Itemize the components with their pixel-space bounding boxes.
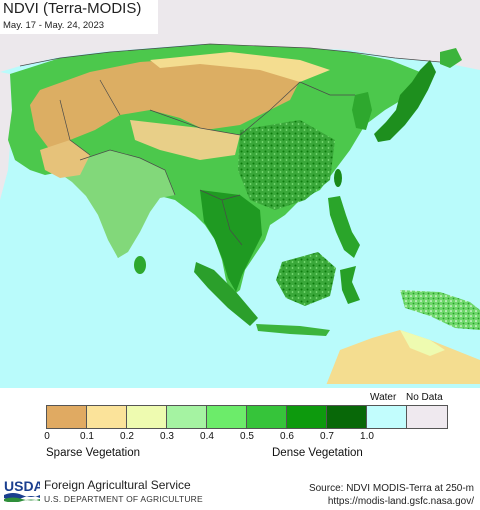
northern-australia [325,330,480,388]
taiwan [334,169,342,187]
legend-no-data-label: No Data [406,392,443,403]
korea [352,92,372,130]
legend-swatch [47,406,87,428]
sulawesi [340,266,360,304]
legend-tick: 0.1 [80,431,94,442]
legend-swatch [407,406,447,428]
legend-swatch [327,406,367,428]
map-bottom-edge [0,384,480,388]
legend-color-bar [46,405,448,429]
agency-name: Foreign Agricultural Service [44,478,191,492]
legend-swatch [287,406,327,428]
usda-logo-text: USDA [4,478,40,494]
sparse-vegetation-label: Sparse Vegetation [46,447,140,459]
india-dry-northwest [40,140,90,178]
legend-swatch [367,406,407,428]
dense-vegetation-label: Dense Vegetation [272,447,363,459]
no-data-west [0,72,12,200]
title-box: NDVI (Terra-MODIS) May. 17 - May. 24, 20… [0,0,158,34]
borneo [276,252,336,306]
arid-central-asia [30,58,300,150]
legend-swatch [87,406,127,428]
indian-subcontinent [55,150,175,258]
ndvi-map [0,0,480,388]
source-line: Source: NDVI MODIS-Terra at 250-m [308,483,474,494]
date-range: May. 17 - May. 24, 2023 [3,20,105,31]
department-name: U.S. DEPARTMENT OF AGRICULTURE [44,494,203,504]
sri-lanka [134,256,146,274]
legend-tick: 0 [44,431,50,442]
hokkaido [440,48,462,68]
map-title: NDVI (Terra-MODIS) [3,0,142,17]
japan [374,60,436,142]
philippines [328,196,360,258]
java [256,324,330,336]
legend: Water No Data 0 0.1 0.2 0.3 0.4 0.5 0.6 … [0,388,480,468]
usda-logo: USDA [4,478,40,502]
steppe-band [150,52,330,82]
map-canvas [0,0,480,388]
legend-swatch [207,406,247,428]
legend-tick: 0.3 [160,431,174,442]
legend-swatch [167,406,207,428]
indochina [200,190,262,292]
footer: USDA Foreign Agricultural Service U.S. D… [0,470,480,510]
legend-swatch [247,406,287,428]
legend-tick: 0.4 [200,431,214,442]
sumatra [194,262,258,326]
south-china-forest [238,120,335,210]
source-url: https://modis-land.gsfc.nasa.gov/ [327,496,474,507]
legend-tick: 0.6 [280,431,294,442]
legend-swatch [127,406,167,428]
legend-tick: 1.0 [360,431,374,442]
country-borders [19,43,441,246]
legend-water-label: Water [370,392,397,403]
australia-coastal-green [400,330,445,356]
legend-tick: 0.2 [120,431,134,442]
tibet-plateau [130,120,240,160]
legend-tick: 0.7 [320,431,334,442]
new-guinea [400,290,480,330]
legend-tick: 0.5 [240,431,254,442]
